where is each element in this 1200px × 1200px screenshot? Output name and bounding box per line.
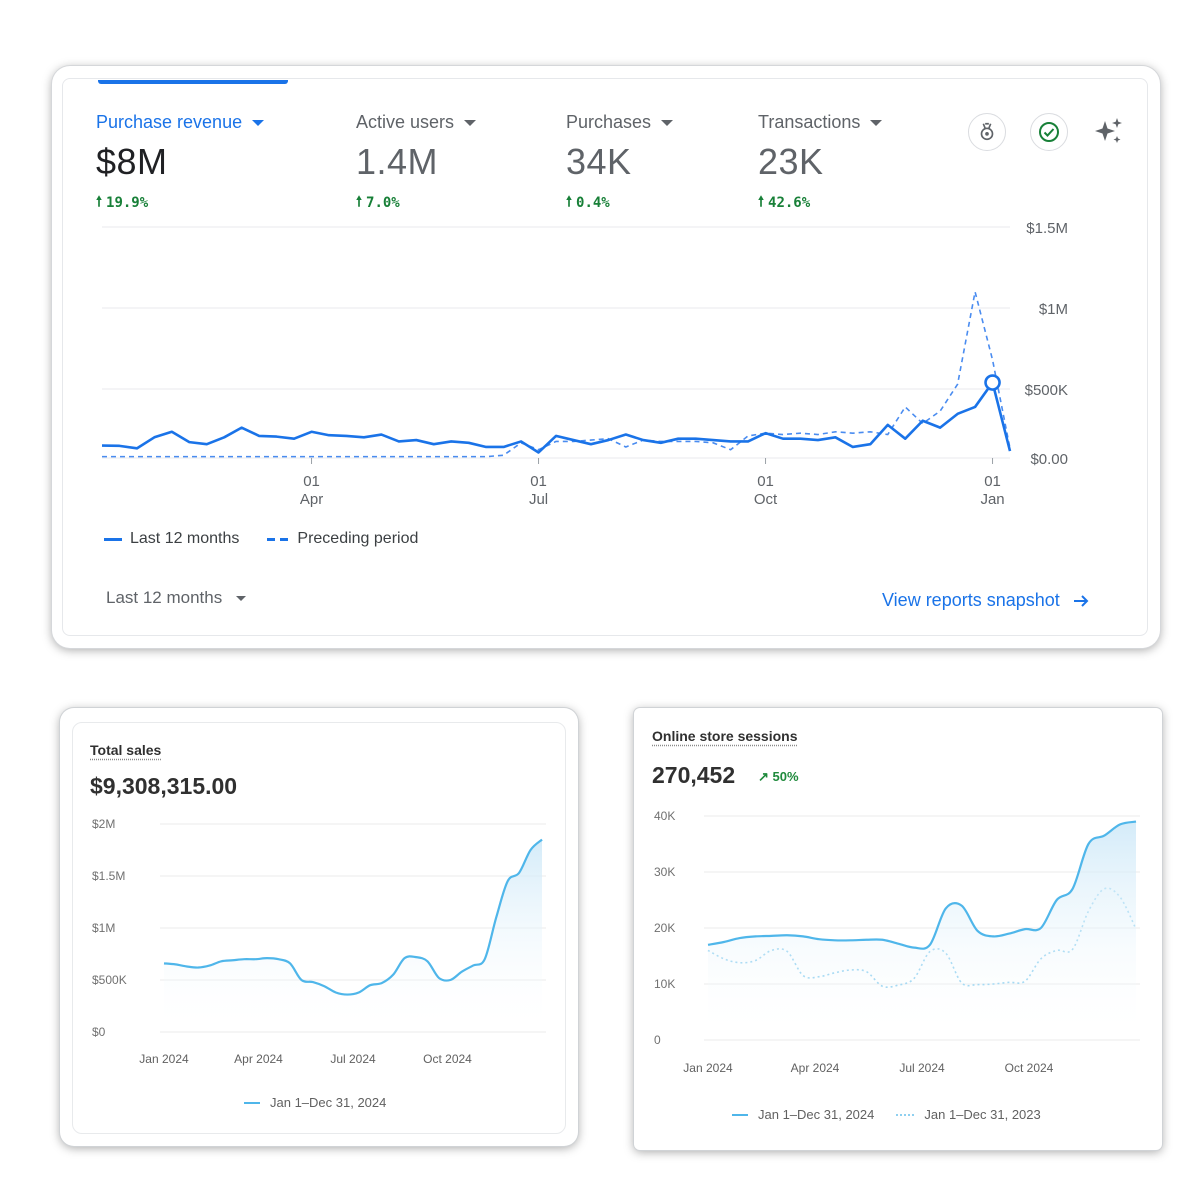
analytics-overview-card bbox=[52, 66, 1160, 648]
x-tick-month: Oct bbox=[754, 491, 778, 508]
x-tick-label: Apr 2024 bbox=[791, 1061, 840, 1075]
arrow-up-icon: 🠕 bbox=[758, 194, 765, 210]
series-line-jan-1-dec-31-2024 bbox=[163, 838, 543, 996]
arrow-up-icon: 🠕 bbox=[566, 194, 573, 210]
highlight-point bbox=[984, 374, 1001, 391]
metric-purchase-revenue[interactable]: Purchase revenue $8M 🠕 19.9% bbox=[96, 112, 265, 215]
y-tick-label: 20K bbox=[654, 921, 675, 935]
total-sales-chart: $0 $500K $1M $1.5M $2M Jan 2024 Apr 2024 Jul 20… bbox=[92, 817, 546, 1066]
caret-down-icon[interactable] bbox=[464, 119, 477, 126]
series-area bbox=[708, 821, 1136, 1040]
check-circle-icon[interactable] bbox=[1030, 113, 1068, 151]
x-tick-month: Apr bbox=[300, 491, 323, 508]
x-tick-label: Jul 2024 bbox=[330, 1052, 376, 1066]
y-tick-label: $500K bbox=[92, 973, 127, 987]
metric-value: $8M bbox=[96, 141, 168, 182]
y-tick-label: $2M bbox=[92, 817, 115, 831]
metric-delta: 🠕 0.4% bbox=[566, 191, 673, 215]
arrow-up-icon: 🠕 bbox=[356, 194, 363, 210]
insights-badge-icon[interactable] bbox=[968, 113, 1006, 151]
metric-transactions[interactable]: Transactions 23K 🠕 42.6% bbox=[758, 112, 883, 215]
dotted-line-icon bbox=[896, 1113, 915, 1116]
y-tick-label: $1.5M bbox=[92, 869, 125, 883]
x-tick-day: 01 bbox=[984, 473, 1001, 490]
total-sales-card bbox=[60, 708, 578, 1146]
x-tick-day: 01 bbox=[757, 473, 774, 490]
metric-label: Purchase revenue bbox=[96, 112, 243, 132]
x-tick-month: Jul bbox=[529, 491, 548, 508]
metric-delta: 🠕 7.0% bbox=[356, 191, 476, 215]
series-area bbox=[164, 839, 542, 1032]
y-tick-label: $500K bbox=[1025, 382, 1068, 399]
x-tick-day: 01 bbox=[530, 473, 547, 490]
y-tick-label: 30K bbox=[654, 865, 675, 879]
total-sales-value: $9,308,315.00 bbox=[90, 773, 238, 799]
caret-down-icon[interactable] bbox=[252, 119, 265, 126]
y-tick-label: $1M bbox=[1039, 301, 1068, 318]
sessions-delta: ↗ 50% bbox=[758, 769, 799, 784]
series-line-jan-1-dec-31-2024 bbox=[707, 820, 1137, 950]
analytics-card-frame bbox=[62, 78, 1148, 636]
metric-active-users[interactable]: Active users 1.4M 🠕 7.0% bbox=[356, 112, 477, 215]
date-range-label: Last 12 months bbox=[106, 588, 223, 607]
metric-label: Active users bbox=[356, 112, 455, 132]
active-metric-indicator bbox=[98, 80, 288, 84]
metric-label: Purchases bbox=[566, 112, 652, 132]
legend-previous: Preceding period bbox=[267, 530, 418, 548]
x-tick-label: Jan 2024 bbox=[683, 1061, 733, 1075]
sessions-legend: Jan 1–Dec 31, 2024 Jan 1–Dec 31, 2023 bbox=[732, 1107, 1041, 1122]
view-reports-snapshot-link[interactable]: View reports snapshot bbox=[882, 590, 1090, 611]
metric-value: 1.4M bbox=[356, 141, 439, 182]
y-tick-label: $1.5M bbox=[1026, 222, 1068, 237]
sessions-title[interactable]: Online store sessions bbox=[652, 728, 798, 744]
sparkle-icon[interactable] bbox=[1089, 112, 1127, 150]
x-tick-label: Apr 2024 bbox=[234, 1052, 283, 1066]
x-tick-month: Jan bbox=[980, 491, 1004, 508]
view-link-label: View reports snapshot bbox=[882, 590, 1060, 610]
x-tick-label: Jul 2024 bbox=[899, 1061, 945, 1075]
solid-line-icon bbox=[104, 537, 122, 541]
x-tick-label: Jan 2024 bbox=[139, 1052, 189, 1066]
caret-down-icon[interactable] bbox=[870, 119, 883, 126]
caret-down-icon[interactable] bbox=[661, 119, 674, 126]
y-tick-label: 40K bbox=[654, 809, 675, 823]
total-sales-frame bbox=[72, 722, 566, 1134]
metric-value: 23K bbox=[758, 141, 824, 182]
x-tick-label: Oct 2024 bbox=[1005, 1061, 1054, 1075]
solid-line-icon bbox=[244, 1101, 260, 1104]
metric-delta: 🠕 42.6% bbox=[758, 191, 882, 215]
x-tick-day: 01 bbox=[303, 473, 320, 490]
y-tick-label: $0.00 bbox=[1030, 451, 1068, 468]
total-sales-title[interactable]: Total sales bbox=[90, 742, 162, 758]
legend-current: Last 12 months bbox=[104, 530, 239, 548]
series-line-preceding-period bbox=[102, 291, 1011, 458]
metric-purchases[interactable]: Purchases 34K 🠕 0.4% bbox=[566, 112, 674, 215]
y-tick-label: $1M bbox=[92, 921, 115, 935]
y-tick-label: 0 bbox=[654, 1033, 661, 1047]
metric-label: Transactions bbox=[758, 112, 861, 132]
chart-legend: Last 12 months Preceding period bbox=[104, 530, 418, 548]
caret-down-icon bbox=[236, 595, 247, 601]
dashed-line-icon bbox=[267, 537, 290, 541]
y-tick-label: 10K bbox=[654, 977, 675, 991]
trend-up-icon: ↗ bbox=[758, 769, 769, 784]
sessions-chart: 0 10K 20K 30K 40K Jan 2024 Apr 2024 Jul 2024 Oct… bbox=[654, 809, 1140, 1075]
metric-value: 34K bbox=[566, 141, 632, 182]
arrow-up-icon: 🠕 bbox=[96, 194, 103, 210]
y-tick-label: $0 bbox=[92, 1025, 106, 1039]
metric-delta: 🠕 19.9% bbox=[96, 191, 264, 215]
total-sales-legend: Jan 1–Dec 31, 2024 bbox=[244, 1095, 386, 1110]
arrow-right-icon bbox=[1073, 594, 1089, 607]
solid-line-icon bbox=[732, 1113, 748, 1116]
sessions-value: 270,452 bbox=[652, 762, 736, 788]
series-line-last-12-months bbox=[101, 381, 1012, 454]
date-range-dropdown[interactable]: Last 12 months bbox=[106, 588, 247, 608]
x-tick-label: Oct 2024 bbox=[423, 1052, 472, 1066]
